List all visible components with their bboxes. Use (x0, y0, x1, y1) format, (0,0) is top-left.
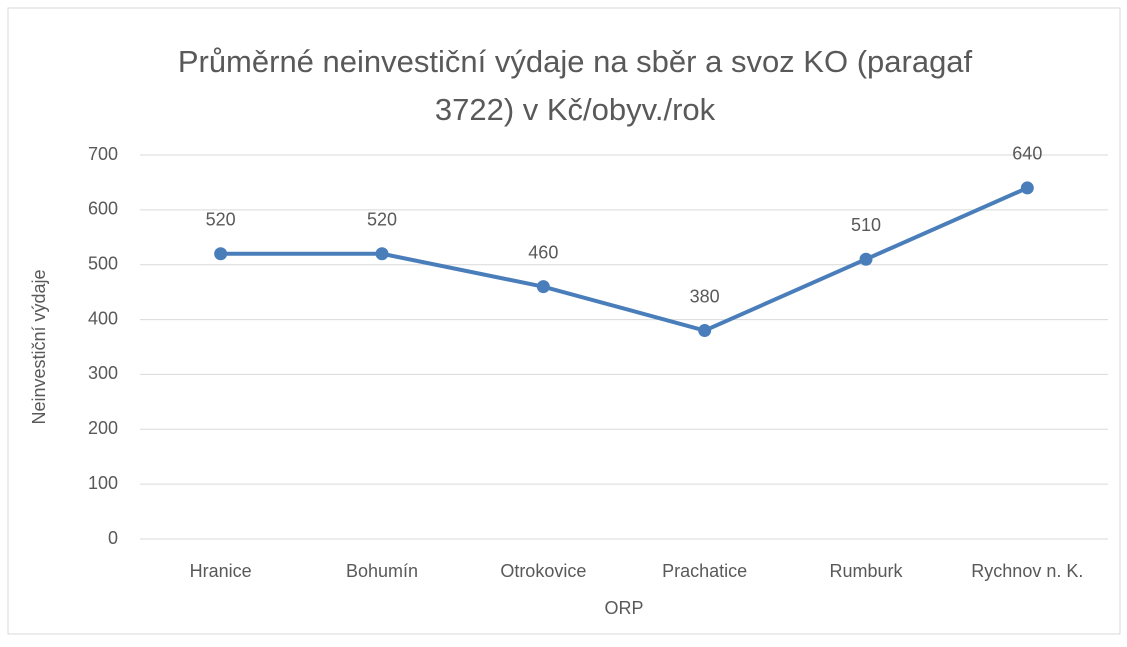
data-label: 510 (851, 215, 881, 235)
y-tick-label: 400 (88, 308, 118, 328)
y-tick-label: 100 (88, 473, 118, 493)
y-tick-label: 0 (108, 528, 118, 548)
data-label: 640 (1012, 144, 1042, 164)
y-axis-title: Neinvestiční výdaje (29, 269, 49, 424)
line (220, 186, 1029, 333)
chart-title: Průměrné neinvestiční výdaje na sběr a s… (177, 44, 973, 127)
data-label: 520 (367, 209, 397, 229)
data-label: 520 (206, 209, 236, 229)
x-tick-label: Prachatice (662, 561, 747, 581)
x-axis-title: ORP (604, 598, 643, 618)
y-tick-label: 700 (88, 144, 118, 164)
marker (859, 252, 873, 266)
y-tick-label: 300 (88, 363, 118, 383)
x-tick-label: Hranice (190, 561, 252, 581)
marker (214, 247, 228, 261)
data-label: 380 (690, 286, 720, 306)
data-label: 460 (528, 242, 558, 262)
y-tick-label: 500 (88, 253, 118, 273)
x-tick-label: Otrokovice (500, 561, 586, 581)
marker (1020, 181, 1034, 195)
marker (375, 247, 389, 261)
marker (536, 280, 550, 294)
chart-border (7, 7, 1121, 635)
marker (698, 324, 712, 338)
y-tick-label: 600 (88, 199, 118, 219)
x-tick-label: Bohumín (346, 561, 418, 581)
y-tick-label: 200 (88, 418, 118, 438)
x-tick-label: Rumburk (829, 561, 903, 581)
x-tick-label: Rychnov n. K. (971, 561, 1083, 581)
